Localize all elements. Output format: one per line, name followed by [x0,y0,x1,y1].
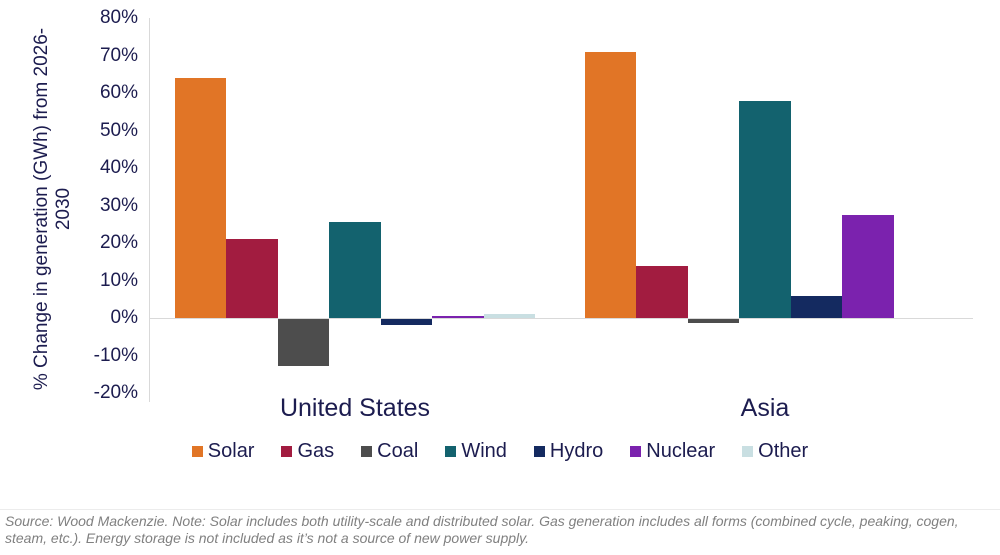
legend-item-nuclear: Nuclear [630,440,715,463]
legend-item-wind: Wind [445,440,507,463]
bar-asia-nuclear [842,214,894,318]
bar-united-states-other [483,314,536,318]
legend-label-hydro: Hydro [549,440,604,462]
legend-swatch-gas [281,446,293,457]
legend-item-gas: Gas [281,440,334,463]
legend-swatch-nuclear [630,446,642,457]
separator-line [0,509,1000,510]
y-axis-title-line1: % Change in generation (GWh) from 2026- [31,27,52,391]
y-axis-tick-60-: 60% [99,82,138,103]
bar-united-states-gas [226,239,278,318]
y-axis-title: % Change in generation (GWh) from 2026- … [31,18,75,400]
bar-asia-solar [585,51,637,318]
source-note-line2: steam, etc.). Energy storage is not incl… [5,529,529,546]
legend-label-coal: Coal [377,440,419,462]
y-axis-line [149,18,150,402]
y-axis-tick-80-: 80% [99,7,138,28]
y-axis-title-line2: 2030 [53,187,74,231]
bar-united-states-hydro [380,319,433,325]
legend-label-other: Other [758,440,809,462]
legend: Solar Gas Coal Wind Hydro Nuclear Other [0,440,1000,463]
source-note-line1: Source: Wood Mackenzie. Note: Solar incl… [5,513,959,529]
zero-gridline [149,318,973,319]
bar-asia-wind [739,100,791,318]
y-axis-tick-30-: 30% [99,194,138,216]
bar-united-states-wind [329,222,381,318]
legend-label-solar: Solar [207,440,255,462]
legend-swatch-hydro [533,446,545,457]
bar-united-states-solar [175,78,227,318]
legend-swatch-wind [445,446,457,457]
y-axis-tick-20-: 20% [99,232,138,253]
bar-united-states-nuclear [432,316,484,318]
y-axis-tick--10-: -10% [93,344,138,366]
legend-swatch-other [742,446,754,457]
legend-item-hydro: Hydro [533,440,604,463]
x-axis-label-united-states: United States [279,394,431,422]
source-note: Source: Wood Mackenzie. Note: Solar incl… [5,513,997,546]
x-axis-label-asia: Asia [740,394,790,422]
bar-asia-hydro [790,295,843,318]
bar-united-states-coal [277,319,330,366]
bar-asia-coal [687,319,740,323]
y-axis-tick-0-: 0% [110,307,138,328]
legend-item-other: Other [742,440,808,463]
legend-swatch-solar [191,446,203,457]
legend-item-solar: Solar [191,440,255,463]
y-axis-tick-50-: 50% [99,119,138,141]
legend-item-coal: Coal [361,440,418,463]
y-axis-tick-70-: 70% [99,44,138,66]
legend-label-nuclear: Nuclear [646,440,716,462]
bar-asia-gas [636,265,688,318]
y-axis-tick-10-: 10% [99,269,138,291]
y-axis-tick-40-: 40% [99,157,138,178]
legend-label-gas: Gas [297,440,335,462]
legend-label-wind: Wind [461,440,507,462]
legend-swatch-coal [361,446,373,457]
y-axis-tick--20-: -20% [93,382,138,403]
